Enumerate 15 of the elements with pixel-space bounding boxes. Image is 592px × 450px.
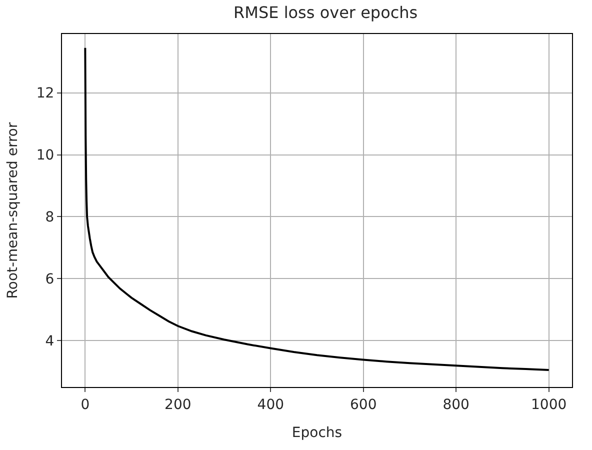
- line-series: [84, 46, 550, 371]
- y-tick-label: 8: [45, 210, 54, 226]
- x-tick-label: 800: [442, 396, 470, 413]
- y-axis-title: Root-mean-squared error: [4, 122, 21, 299]
- x-tick-label: 200: [164, 396, 192, 413]
- chart-title: RMSE loss over epochs: [234, 2, 418, 22]
- y-tick-label: 4: [45, 333, 54, 350]
- y-tick-label: 10: [36, 148, 54, 164]
- x-tick-label: 600: [350, 396, 377, 413]
- y-tick-label: 6: [45, 272, 54, 288]
- x-tick-label: 400: [257, 396, 284, 413]
- x-tick-label: 0: [80, 396, 90, 413]
- y-tick-label: 12: [36, 86, 54, 102]
- x-axis-title: Epochs: [292, 425, 342, 442]
- x-tick-label: 1000: [531, 396, 567, 413]
